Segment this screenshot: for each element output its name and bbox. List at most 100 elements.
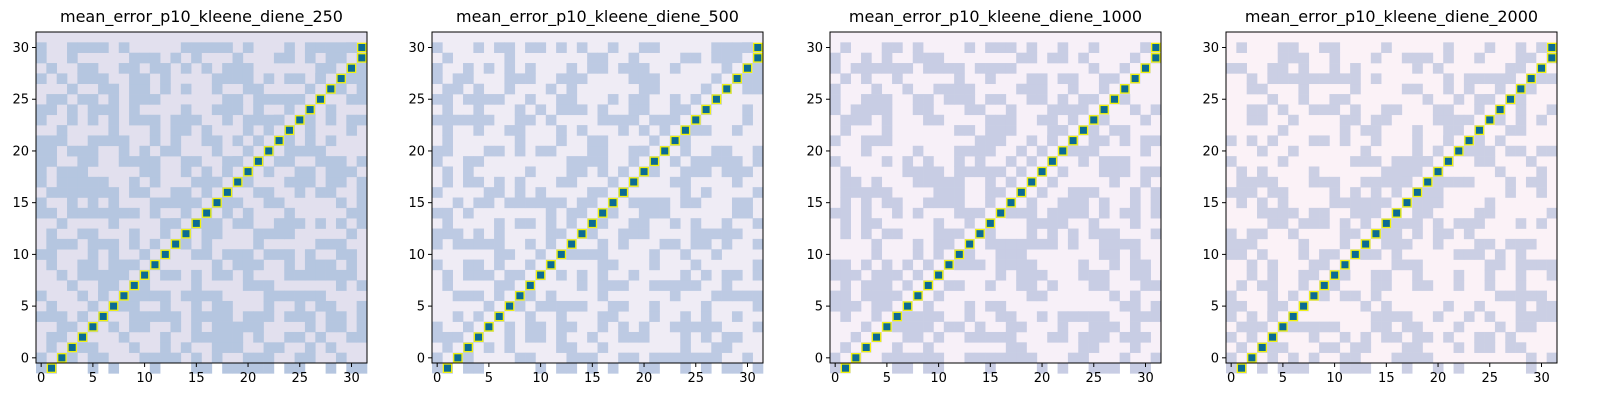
heatmap-cell <box>191 363 202 374</box>
diagonal-cell <box>1047 156 1058 167</box>
heatmap-cell <box>1257 145 1268 157</box>
heatmap-cell <box>1246 259 1258 271</box>
heatmap-cell <box>160 342 171 353</box>
heatmap-cell <box>483 269 495 281</box>
heatmap-cell <box>525 311 536 322</box>
heatmap-cell <box>628 104 640 116</box>
heatmap-cell <box>690 218 702 229</box>
heatmap-cell <box>742 73 753 85</box>
heatmap-cell <box>1370 125 1382 136</box>
heatmap-cell <box>232 73 244 85</box>
heatmap-cell <box>346 94 357 105</box>
heatmap-cell <box>160 83 171 95</box>
heatmap-cell <box>649 166 660 178</box>
heatmap-cell <box>840 187 851 198</box>
heatmap-cell <box>1277 187 1289 198</box>
heatmap-cell <box>432 238 443 250</box>
x-tick-label: 15 <box>982 371 999 386</box>
heatmap-cell <box>294 166 306 178</box>
heatmap-cell <box>974 207 986 219</box>
heatmap-cell <box>669 114 681 126</box>
heatmap-cell <box>1443 300 1454 312</box>
heatmap-cell <box>830 300 841 312</box>
heatmap-cell <box>892 352 903 364</box>
heatmap-cell <box>892 207 903 219</box>
heatmap-cell <box>160 331 171 343</box>
heatmap-cell <box>1463 83 1475 95</box>
heatmap-cell <box>325 114 337 126</box>
heatmap-cell <box>840 269 851 281</box>
heatmap-cell <box>576 269 588 281</box>
heatmap-cell <box>1525 238 1537 250</box>
heatmap-cell <box>954 94 965 105</box>
heatmap-cell <box>160 269 171 281</box>
heatmap-cell <box>325 42 337 53</box>
heatmap-cell <box>1277 363 1289 374</box>
heatmap-cell <box>840 300 851 312</box>
heatmap-cell <box>871 311 882 322</box>
heatmap-cell <box>985 135 996 147</box>
heatmap-cell <box>1463 228 1475 240</box>
heatmap-cell <box>1474 135 1485 147</box>
heatmap-cell <box>840 166 851 178</box>
heatmap-cell <box>1226 238 1237 250</box>
heatmap-cell <box>1246 176 1258 188</box>
heatmap-cell <box>1005 207 1017 219</box>
heatmap-cell <box>1109 290 1120 302</box>
heatmap-cell <box>1308 135 1320 147</box>
heatmap-cell <box>253 135 264 146</box>
heatmap-cell <box>680 52 691 64</box>
heatmap-cell <box>284 249 295 260</box>
heatmap-cell <box>1515 125 1527 136</box>
y-tick-label: 15 <box>1202 196 1219 211</box>
heatmap-cell <box>98 280 109 291</box>
heatmap-cell <box>1474 300 1485 312</box>
heatmap-cell <box>432 259 443 271</box>
heatmap-cell <box>1298 363 1310 374</box>
heatmap-cell <box>108 218 120 229</box>
heatmap-cell <box>67 83 78 95</box>
heatmap-cell <box>711 290 722 302</box>
heatmap-cell <box>525 259 536 270</box>
heatmap-cell <box>954 73 965 85</box>
diagonal-cell <box>1068 135 1078 146</box>
heatmap-cell <box>483 94 495 105</box>
axes-frame <box>1225 31 1558 364</box>
heatmap-cell <box>284 135 295 147</box>
heatmap-cell <box>861 321 872 332</box>
heatmap-cell <box>861 104 872 116</box>
heatmap-cell <box>607 176 619 188</box>
heatmap-cell <box>912 94 924 105</box>
heatmap-cell <box>995 311 1007 322</box>
heatmap-cell <box>752 269 764 281</box>
diagonal-cell <box>1547 53 1557 63</box>
heatmap-cell <box>1525 363 1537 374</box>
heatmap-cell <box>861 207 872 219</box>
heatmap-cell <box>473 42 485 53</box>
heatmap-cell <box>180 342 192 353</box>
y-tick-label: 30 <box>408 41 425 56</box>
heatmap-cell <box>1016 259 1027 271</box>
heatmap-cell <box>1298 269 1310 281</box>
heatmap-cell <box>315 218 326 229</box>
heatmap-cell <box>180 125 192 136</box>
heatmap-cell <box>294 145 306 157</box>
heatmap-cell <box>892 197 903 209</box>
heatmap-cell <box>432 114 443 126</box>
heatmap-cell <box>442 125 453 136</box>
heatmap-cell <box>242 269 254 281</box>
heatmap-cell <box>669 176 681 188</box>
heatmap-cell <box>1412 156 1423 167</box>
heatmap-cell <box>1370 269 1382 281</box>
heatmap-cell <box>325 156 337 167</box>
heatmap-cell <box>36 73 47 85</box>
heatmap-cell <box>711 52 722 64</box>
heatmap-cell <box>1505 125 1516 136</box>
heatmap-cell <box>1140 280 1151 291</box>
heatmap-cell <box>129 321 140 333</box>
heatmap-cell <box>556 228 567 239</box>
heatmap-cell <box>273 228 285 240</box>
heatmap-cell <box>149 52 161 64</box>
heatmap-cell <box>974 321 986 333</box>
heatmap-cell <box>752 238 764 250</box>
